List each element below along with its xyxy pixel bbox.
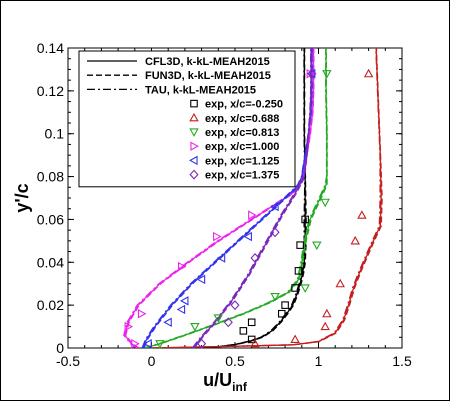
x-tick-label: 0 [148,353,156,369]
exp-point [247,318,256,327]
cfd-curve [123,48,314,348]
exp-point [223,317,233,328]
exp-point [177,261,187,272]
cfd-curve [150,48,381,348]
y-tick-label: 0.02 [37,297,64,313]
cfd-curve [143,48,328,348]
exp-point [243,231,252,242]
exp-point [320,321,330,331]
legend-label: CFL3D, k-kL-MEAH2015 [145,56,270,68]
legend-label: exp, x/c=0.688 [205,113,279,125]
exp-point [307,68,317,79]
exp-point [250,338,260,348]
exp-point [137,308,147,319]
x-tick-label: 1 [315,353,323,369]
exp-point [277,309,286,318]
legend-marker [190,141,199,151]
exp-point [196,274,206,285]
exp-point [281,301,289,309]
exp-point [270,201,279,212]
legend-marker [189,112,199,122]
exp-point [190,322,200,332]
exp-point [143,338,152,349]
x-tick-label: 1.5 [392,353,412,369]
exp-point [290,334,300,344]
legend-label: exp, x/c=1.000 [205,141,279,153]
legend-label: exp, x/c=0.813 [205,127,279,139]
experiment-markers [124,68,374,349]
exp-point [197,338,207,349]
exp-point [320,198,330,208]
legend-label: exp, x/c=1.375 [205,170,279,182]
exp-point [230,300,240,311]
exp-point [179,296,189,306]
x-axis-title-sub: inf [232,380,248,394]
legend-label: exp, x/c=-0.250 [205,99,283,111]
exp-point [322,70,332,79]
legend-marker [189,128,199,137]
exp-point [270,227,280,238]
exp-point [312,241,322,251]
exp-point [124,321,134,332]
legend-marker [189,155,198,166]
legend-marker [190,99,198,108]
legend-label: FUN3D, k-kL-MEAH2015 [145,70,271,82]
exp-point [363,68,374,78]
y-tick-label: 0 [56,340,64,356]
legend-label: TAU, k-kL-MEAH2015 [145,84,256,96]
y-tick-label: 0.14 [37,40,64,56]
y-tick-label: 0.04 [37,254,64,270]
y-tick-label: 0.12 [37,83,64,99]
y-axis-title: y'/c [12,183,32,212]
x-tick-label: 0.5 [225,353,245,369]
cfd-curve [191,48,312,348]
exp-point [131,338,140,349]
exp-point [239,327,248,335]
cfd-curves [123,48,383,348]
exp-point [350,235,360,245]
exp-point [301,215,309,224]
exp-point [248,210,257,220]
legend-box [78,50,296,188]
exp-point [155,340,165,349]
x-tick-label: -0.5 [56,353,80,369]
exp-point [306,68,316,79]
exp-point [176,304,186,315]
exp-point [216,253,226,263]
exp-point [294,267,303,275]
exp-point [270,292,280,302]
exp-point [213,314,224,323]
exp-point [335,278,345,288]
exp-point [357,210,367,219]
exp-point [296,241,304,249]
exp-point [250,253,260,263]
y-tick-label: 0.06 [37,211,64,227]
legend-marker [189,169,199,180]
cfd-curve [125,48,315,348]
exp-point [213,231,222,242]
legend-label: exp, x/c=1.125 [205,155,279,167]
exp-point [163,317,172,328]
legend: CFL3D, k-kL-MEAH2015 FUN3D, k-kL-MEAH2015… [78,50,296,188]
x-axis-title-main: u/U [203,370,232,390]
exp-point [300,284,310,293]
exp-point [291,284,299,292]
y-tick-label: 0.1 [45,126,65,142]
y-tick-label: 0.08 [37,169,64,185]
x-axis-title: u/Uinf [203,370,248,394]
exp-point [322,308,332,318]
